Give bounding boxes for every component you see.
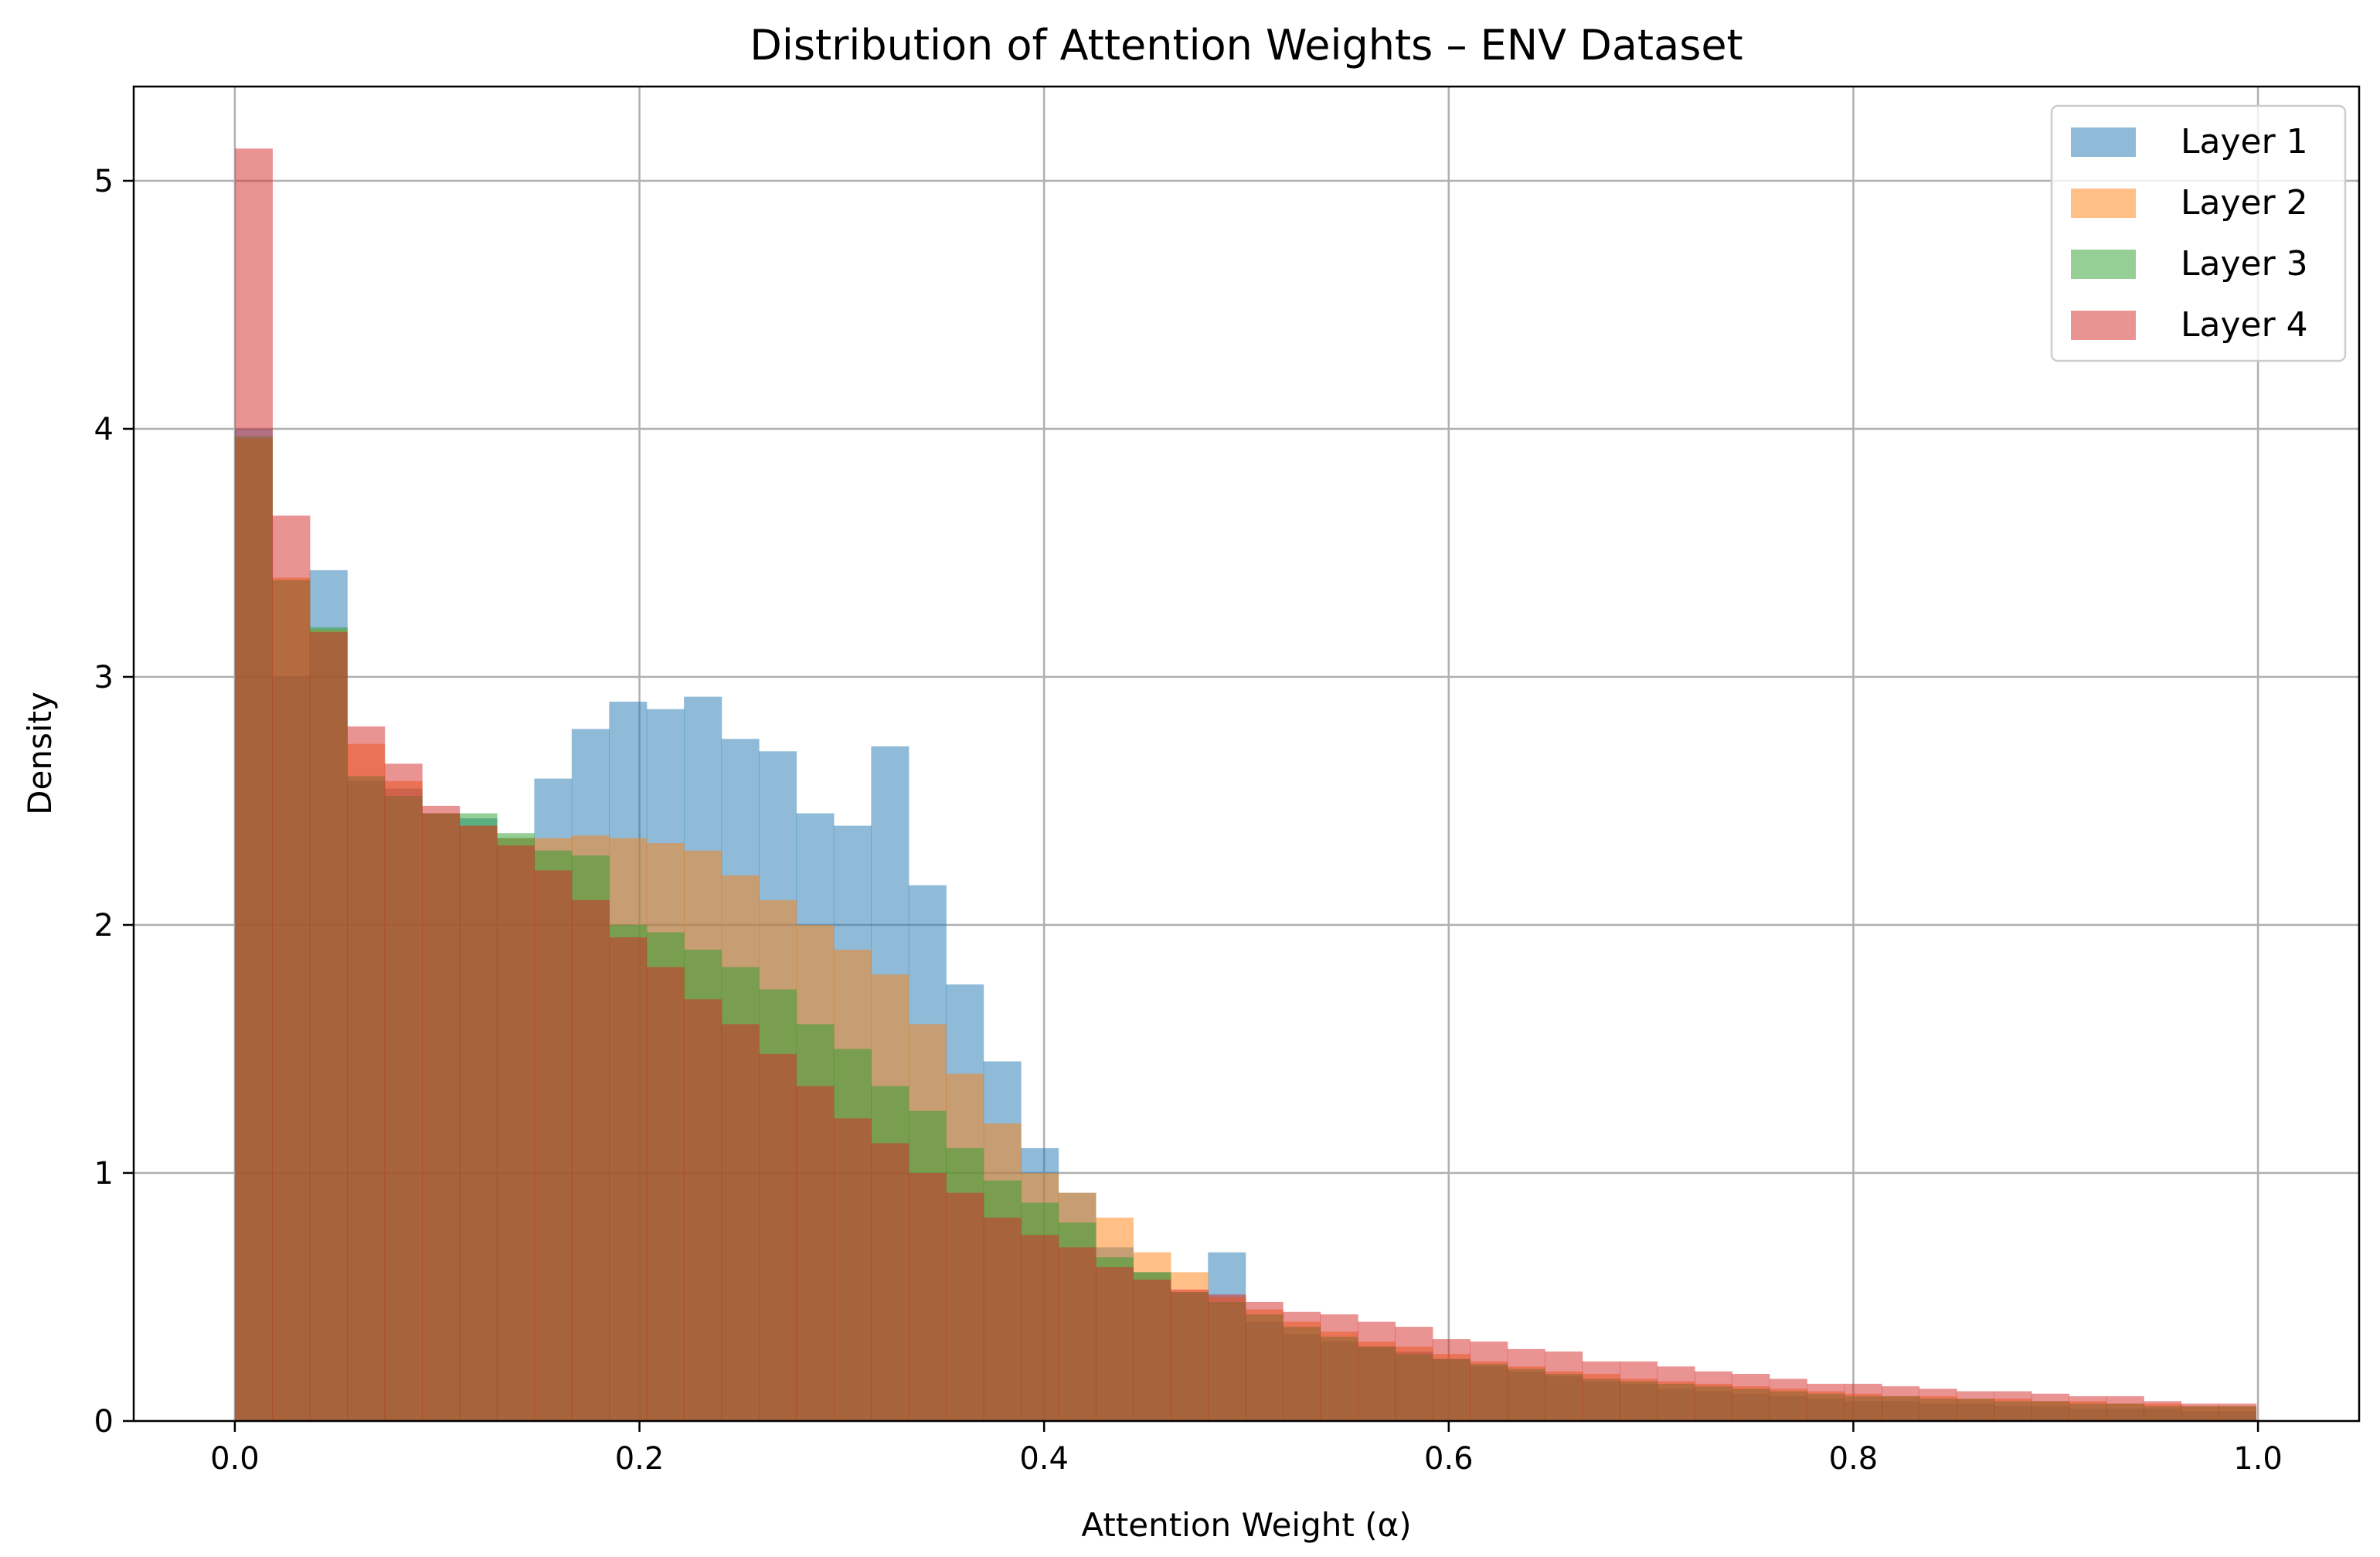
histogram-bar bbox=[1358, 1321, 1396, 1421]
histogram-bar bbox=[384, 763, 423, 1421]
histogram-bar bbox=[309, 632, 348, 1421]
histogram-bar bbox=[759, 1053, 797, 1421]
histogram-bar bbox=[1058, 1247, 1096, 1421]
x-tick-label: 1.0 bbox=[2233, 1441, 2283, 1477]
histogram-bars bbox=[234, 148, 2257, 1422]
histogram-bar bbox=[1657, 1366, 1695, 1421]
histogram-bar bbox=[1133, 1280, 1171, 1421]
histogram-bar bbox=[1582, 1361, 1620, 1421]
y-tick-label: 3 bbox=[94, 660, 114, 695]
histogram-bar bbox=[1432, 1339, 1470, 1421]
histogram-bar bbox=[1283, 1311, 1321, 1421]
series-4-bars bbox=[234, 148, 2257, 1421]
histogram-bar bbox=[234, 148, 273, 1421]
histogram-bar bbox=[833, 1118, 872, 1421]
x-tick-label: 0.8 bbox=[1829, 1441, 1878, 1477]
histogram-bar bbox=[1021, 1235, 1059, 1421]
histogram-bar bbox=[571, 899, 610, 1421]
x-tick-label: 0.6 bbox=[1424, 1441, 1474, 1477]
plot-frame bbox=[132, 85, 2361, 1423]
histogram-bar bbox=[946, 1192, 984, 1421]
histogram-bar bbox=[983, 1217, 1022, 1421]
histogram-bar bbox=[1919, 1389, 1957, 1421]
y-tick-label: 1 bbox=[94, 1156, 114, 1192]
histogram-bar bbox=[534, 870, 573, 1421]
y-tick-label: 5 bbox=[94, 164, 114, 199]
histogram-bar bbox=[2181, 1403, 2219, 1421]
legend: Layer 1 Layer 2 Layer 3 Layer 4 bbox=[2050, 104, 2347, 362]
x-tick-label: 0.2 bbox=[615, 1441, 665, 1477]
histogram-bar bbox=[2031, 1393, 2069, 1421]
histogram-bar bbox=[1245, 1301, 1284, 1421]
y-tick-label: 2 bbox=[94, 908, 114, 943]
histogram-bar bbox=[1470, 1341, 1508, 1421]
histogram-bar bbox=[272, 515, 311, 1421]
histogram-bar bbox=[871, 1143, 910, 1421]
histogram-bar bbox=[422, 805, 461, 1421]
histogram-bar bbox=[1208, 1294, 1246, 1421]
legend-label: Layer 1 bbox=[2181, 122, 2308, 161]
histogram-bar bbox=[2069, 1396, 2107, 1421]
x-tick-label: 0.0 bbox=[210, 1441, 260, 1477]
histogram-bar bbox=[1882, 1386, 1920, 1421]
histogram-bar bbox=[1545, 1351, 1583, 1421]
chart-title: Distribution of Attention Weights – ENV … bbox=[750, 21, 1742, 70]
axis-ticks: 0.0 0.2 0.4 0.6 0.8 1.0 0 1 2 3 4 5 bbox=[94, 164, 2283, 1477]
histogram-bar bbox=[1844, 1383, 1882, 1421]
histogram-bar bbox=[721, 1024, 760, 1421]
histogram-bar bbox=[459, 825, 498, 1421]
histogram-bar bbox=[347, 726, 386, 1421]
legend-swatch bbox=[2071, 250, 2136, 279]
histogram-bar bbox=[1994, 1391, 2032, 1421]
legend-swatch bbox=[2071, 311, 2136, 340]
x-axis-label: Attention Weight (α) bbox=[1081, 1506, 1411, 1544]
histogram-bar bbox=[609, 937, 648, 1421]
x-tick-label: 0.4 bbox=[1019, 1441, 1069, 1477]
legend-swatch bbox=[2071, 127, 2136, 157]
histogram-bar bbox=[684, 999, 722, 1421]
histogram-bar bbox=[1694, 1371, 1732, 1421]
legend-label: Layer 2 bbox=[2181, 183, 2308, 223]
histogram-bar bbox=[1320, 1314, 1358, 1421]
histogram-bar bbox=[1956, 1391, 1995, 1421]
histogram-bar bbox=[2106, 1396, 2144, 1421]
legend-frame bbox=[2050, 104, 2347, 362]
histogram-bar bbox=[496, 845, 535, 1421]
histogram-bar bbox=[1507, 1348, 1545, 1421]
legend-swatch bbox=[2071, 189, 2136, 218]
histogram-bar bbox=[1395, 1327, 1433, 1421]
histogram-bar bbox=[1170, 1289, 1209, 1421]
histogram-bar bbox=[1807, 1383, 1845, 1421]
histogram-bar bbox=[1095, 1266, 1134, 1421]
histogram-bar bbox=[1769, 1379, 1807, 1421]
histogram-bar bbox=[646, 967, 685, 1421]
y-tick-label: 0 bbox=[94, 1404, 114, 1440]
y-axis-label: Density bbox=[21, 692, 59, 815]
histogram-bar bbox=[908, 1172, 947, 1421]
histogram-bar bbox=[1620, 1361, 1658, 1421]
histogram-bar bbox=[2218, 1403, 2257, 1421]
histogram-bar bbox=[1732, 1374, 1770, 1421]
legend-label: Layer 3 bbox=[2181, 244, 2308, 284]
histogram-bar bbox=[2144, 1401, 2182, 1421]
histogram-bar bbox=[796, 1086, 835, 1421]
y-tick-label: 4 bbox=[94, 412, 114, 447]
legend-label: Layer 4 bbox=[2181, 305, 2308, 345]
